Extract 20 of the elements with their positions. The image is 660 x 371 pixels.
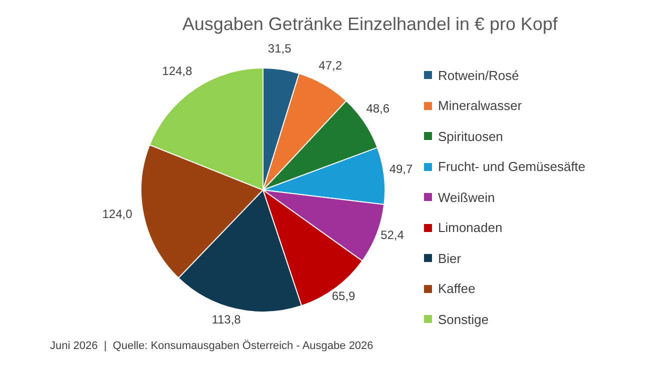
legend-label: Bier <box>438 250 462 266</box>
data-label: 47,2 <box>318 58 342 73</box>
text: Juni 2026 | Quelle: Konsumausgaben Österreich - Ausgabe 2026 <box>50 340 374 352</box>
legend-label: Sonstige <box>438 312 489 327</box>
data-label: 49,7 <box>389 162 414 176</box>
legend-label: Limonaden <box>438 220 502 236</box>
legend-label: Weißwein <box>438 190 495 205</box>
data-label: 52,4 <box>380 228 404 242</box>
legend-label: Rotwein/Rosé <box>438 68 519 83</box>
legend-label: Mineralwasser <box>438 98 522 114</box>
data-label: 124,0 <box>102 207 133 222</box>
data-label: 31,5 <box>268 42 292 56</box>
data-label: 65,9 <box>332 289 356 304</box>
legend-label: Kaffee <box>438 281 476 296</box>
data-label: 113,8 <box>212 312 242 327</box>
data-label: 124,8 <box>162 64 193 78</box>
chart-title: Ausgaben Getränke Einzelhandel in € pro Kopf <box>181 14 559 35</box>
legend-label: Frucht- und Gemüsesäfte <box>438 159 586 174</box>
legend-label: Spirituosen <box>438 128 504 144</box>
data-label: 48,6 <box>366 102 390 116</box>
